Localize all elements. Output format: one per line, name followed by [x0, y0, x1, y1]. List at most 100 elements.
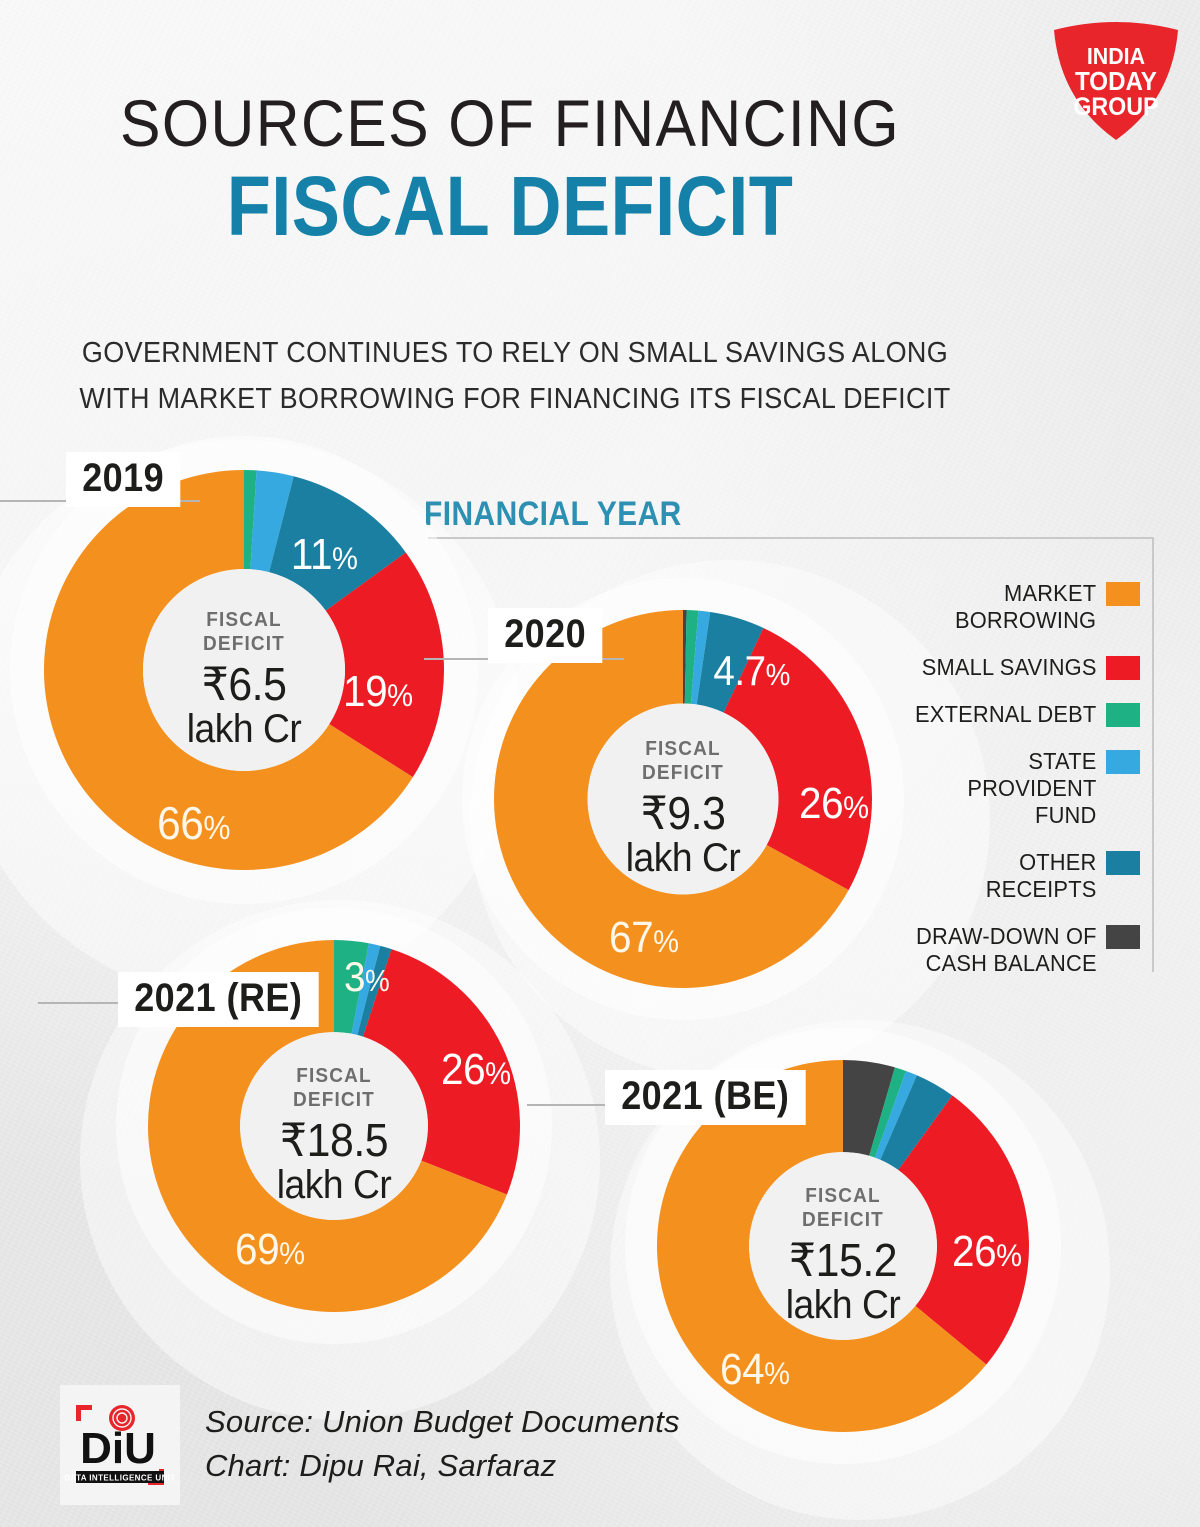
legend-item-2[interactable]: EXTERNAL DEBT [900, 701, 1140, 728]
donut-slices [44, 470, 444, 870]
donut-slice-5[interactable] [683, 610, 687, 704]
donut-chart-2021be: FISCAL DEFICIT ₹15.2 lakh Cr 64% 26% [625, 1028, 1061, 1464]
donut-hole [749, 1152, 937, 1340]
donut-slice-3[interactable] [874, 1070, 917, 1160]
slice-percent-label: 19% [343, 667, 413, 716]
legend-vertical-rule [1152, 537, 1154, 972]
fiscal-deficit-unit: lakh Cr [625, 836, 741, 880]
slice-percent-label: 26% [952, 1227, 1022, 1276]
donut-slice-1[interactable] [325, 552, 444, 778]
donut-slice-1[interactable] [723, 627, 872, 891]
legend-swatch-icon [1106, 703, 1140, 727]
donut-slice-1[interactable] [898, 1095, 1029, 1365]
donut-chart-2019: FISCAL DEFICIT ₹6.5 lakh Cr 66% 19% 11% [10, 436, 478, 904]
fiscal-deficit-caption: FISCAL DEFICIT [802, 1185, 884, 1231]
donut-hole [240, 1032, 428, 1220]
donut-slice-1[interactable] [363, 949, 520, 1195]
year-label-2021be: 2021 (BE) [605, 1070, 806, 1125]
slice-percent-label: 66% [157, 797, 230, 849]
donut-hole [587, 703, 779, 895]
donut-slice-2[interactable] [334, 940, 369, 1034]
svg-text:GROUP: GROUP [1073, 93, 1158, 121]
legend-item-label: MARKET BORROWING [955, 580, 1097, 633]
year-label-2019: 2019 [66, 452, 181, 507]
donut-slice-5[interactable] [843, 1060, 895, 1156]
donut-slice-4[interactable] [357, 945, 392, 1037]
source-line-2: Chart: Dipu Rai, Sarfaraz [205, 1448, 557, 1483]
donut-center-text: FISCAL DEFICIT ₹9.3 lakh Cr [494, 737, 872, 879]
legend-item-5[interactable]: DRAW-DOWN OF CASH BALANCE [900, 923, 1140, 977]
page-title: SOURCES OF FINANCING FISCAL DEFICIT [0, 88, 1020, 250]
fiscal-deficit-value: ₹9.3 [640, 787, 726, 839]
donut-slice-0[interactable] [494, 610, 849, 988]
legend-item-3[interactable]: STATE PROVIDENT FUND [900, 748, 1140, 829]
donut-slice-0[interactable] [657, 1060, 987, 1432]
donut-slice-4[interactable] [269, 476, 406, 611]
svg-text:INDIA: INDIA [1087, 43, 1145, 69]
slice-percent-label: 64% [720, 1345, 790, 1394]
svg-text:TODAY: TODAY [1075, 67, 1157, 96]
donut-slice-3[interactable] [351, 943, 381, 1036]
fiscal-deficit-value: ₹18.5 [279, 1114, 389, 1166]
donut-slice-2[interactable] [244, 470, 257, 570]
source-credit: Source: Union Budget Documents Chart: Di… [205, 1400, 680, 1488]
fiscal-deficit-caption: FISCAL DEFICIT [642, 738, 724, 784]
donut-slice-4[interactable] [696, 611, 764, 713]
donut-slices [657, 1060, 1029, 1432]
donut-slice-3[interactable] [250, 470, 294, 573]
slice-percent-label: 11% [290, 530, 358, 579]
chart-legend: MARKET BORROWING SMALL SAVINGS EXTERNAL DE… [900, 580, 1140, 997]
donut-slice-4[interactable] [880, 1075, 953, 1171]
legend-swatch-icon [1106, 925, 1140, 949]
subtitle-line-1: GOVERNMENT CONTINUES TO RELY ON SMALL SA… [81, 337, 949, 369]
legend-swatch-icon [1106, 582, 1140, 606]
donut-center-text: FISCAL DEFICIT ₹18.5 lakh Cr [148, 1064, 520, 1206]
fiscal-deficit-unit: lakh Cr [186, 707, 302, 751]
slice-percent-label: 4.7% [713, 647, 790, 694]
source-line-1: Source: Union Budget Documents [205, 1404, 680, 1439]
diu-logo: DiU DATA INTELLIGENCE UNIT [60, 1385, 180, 1505]
fiscal-deficit-caption: FISCAL DEFICIT [203, 609, 285, 655]
donut-center-text: FISCAL DEFICIT ₹6.5 lakh Cr [44, 608, 444, 750]
year-label-2020: 2020 [488, 608, 603, 663]
legend-swatch-icon [1106, 750, 1140, 774]
slice-percent-label: 26% [441, 1045, 511, 1094]
donut-chart-2020: FISCAL DEFICIT ₹9.3 lakh Cr 67% 26% 4.7% [461, 577, 905, 1021]
legend-swatch-icon [1106, 656, 1140, 680]
donut-chart-2021re: FISCAL DEFICIT ₹18.5 lakh Cr 69% 26% 3% [116, 908, 552, 1344]
donut-slice-3[interactable] [690, 610, 711, 705]
donut-hole [143, 569, 345, 771]
subtitle-line-2: WITH MARKET BORROWING FOR FINANCING ITS … [79, 383, 951, 415]
legend-item-label: EXTERNAL DEBT [915, 701, 1097, 727]
donut-slices [148, 940, 520, 1312]
legend-item-4[interactable]: OTHER RECEIPTS [900, 849, 1140, 903]
donut-slice-0[interactable] [148, 940, 507, 1312]
legend-item-label: STATE PROVIDENT FUND [967, 748, 1097, 828]
year-label-2021re: 2021 (RE) [118, 972, 319, 1027]
fiscal-deficit-value: ₹6.5 [201, 658, 287, 710]
fiscal-deficit-caption: FISCAL DEFICIT [293, 1065, 375, 1111]
title-line-1: SOURCES OF FINANCING [120, 86, 900, 160]
donut-slice-0[interactable] [44, 470, 413, 870]
fiscal-deficit-unit: lakh Cr [785, 1283, 901, 1327]
fiscal-deficit-value: ₹15.2 [788, 1234, 898, 1286]
financial-year-horizontal-rule [428, 537, 1153, 539]
slice-percent-label: 3% [343, 953, 390, 1000]
legend-item-0[interactable]: MARKET BORROWING [900, 580, 1140, 634]
svg-text:DATA INTELLIGENCE UNIT: DATA INTELLIGENCE UNIT [64, 1474, 175, 1483]
page-subtitle: GOVERNMENT CONTINUES TO RELY ON SMALL SA… [36, 330, 994, 422]
india-today-group-logo: INDIA TODAY GROUP [1042, 16, 1190, 144]
legend-item-label: OTHER RECEIPTS [985, 849, 1097, 902]
donut-center-text: FISCAL DEFICIT ₹15.2 lakh Cr [657, 1184, 1029, 1326]
legend-item-label: SMALL SAVINGS [921, 654, 1097, 680]
legend-swatch-icon [1106, 851, 1140, 875]
svg-text:DiU: DiU [80, 1424, 156, 1473]
donut-slice-2[interactable] [869, 1067, 907, 1158]
legend-item-label: DRAW-DOWN OF CASH BALANCE [915, 923, 1097, 976]
donut-slice-2[interactable] [684, 610, 699, 704]
slice-percent-label: 69% [235, 1225, 305, 1274]
fiscal-deficit-unit: lakh Cr [276, 1163, 392, 1207]
slice-percent-label: 67% [609, 913, 679, 962]
legend-item-1[interactable]: SMALL SAVINGS [900, 654, 1140, 681]
financial-year-label: FINANCIAL YEAR [424, 495, 682, 533]
